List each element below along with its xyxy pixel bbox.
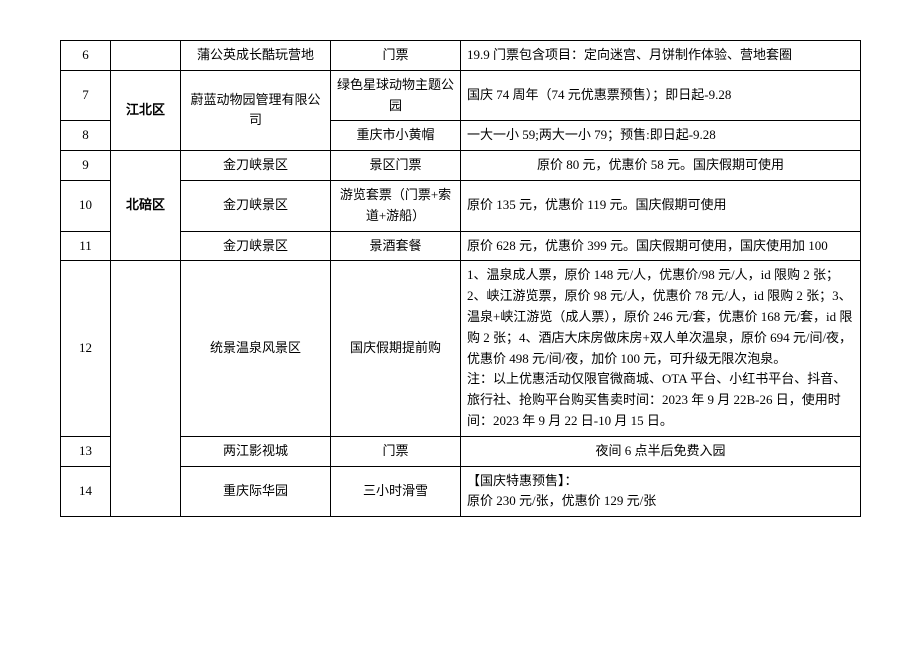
table-row: 6 蒲公英成长酷玩营地门票19.9 门票包含项目：定向迷宫、月饼制作体验、营地套圈	[61, 41, 861, 71]
detail-cell: 夜间 6 点半后免费入园	[461, 436, 861, 466]
pricing-table: 6蒲公英成长酷玩营地门票19.9 门票包含项目：定向迷宫、月饼制作体验、营地套圈…	[60, 40, 861, 517]
district-cell: 江北区	[111, 70, 181, 150]
table-row: 10 金刀峡景区游览套票（门票+索道+游船）原价 135 元，优惠价 119 元。…	[61, 180, 861, 231]
company-cell: 金刀峡景区	[181, 151, 331, 181]
detail-cell: 19.9 门票包含项目：定向迷宫、月饼制作体验、营地套圈	[461, 41, 861, 71]
table-row: 12 统景温泉风景区国庆假期提前购1、温泉成人票，原价 148 元/人，优惠价/9…	[61, 261, 861, 436]
detail-cell: 【国庆特惠预售】： 原价 230 元/张，优惠价 129 元/张	[461, 466, 861, 517]
product-cell: 门票	[331, 41, 461, 71]
detail-cell: 原价 80 元，优惠价 58 元。国庆假期可使用	[461, 151, 861, 181]
district-cell	[111, 41, 181, 71]
product-cell: 绿色星球动物主题公园	[331, 70, 461, 121]
product-cell: 门票	[331, 436, 461, 466]
row-no: 6	[61, 41, 111, 71]
row-no: 12	[61, 261, 111, 436]
detail-cell: 1、温泉成人票，原价 148 元/人，优惠价/98 元/人，id 限购 2 张；…	[461, 261, 861, 436]
row-no: 8	[61, 121, 111, 151]
product-cell: 景区门票	[331, 151, 461, 181]
product-cell: 三小时滑雪	[331, 466, 461, 517]
table-row: 9北碚区金刀峡景区景区门票原价 80 元，优惠价 58 元。国庆假期可使用	[61, 151, 861, 181]
company-cell: 统景温泉风景区	[181, 261, 331, 436]
detail-cell: 国庆 74 周年（74 元优惠票预售）；即日起-9.28	[461, 70, 861, 121]
company-cell: 重庆际华园	[181, 466, 331, 517]
table-row: 11 金刀峡景区景酒套餐原价 628 元，优惠价 399 元。国庆假期可使用，国庆…	[61, 231, 861, 261]
detail-cell: 原价 135 元，优惠价 119 元。国庆假期可使用	[461, 180, 861, 231]
table-row: 14 重庆际华园三小时滑雪【国庆特惠预售】： 原价 230 元/张，优惠价 129…	[61, 466, 861, 517]
table-row: 7江北区蔚蓝动物园管理有限公司绿色星球动物主题公园国庆 74 周年（74 元优惠…	[61, 70, 861, 121]
row-no: 14	[61, 466, 111, 517]
company-cell: 蔚蓝动物园管理有限公司	[181, 70, 331, 150]
product-cell: 游览套票（门票+索道+游船）	[331, 180, 461, 231]
product-cell: 景酒套餐	[331, 231, 461, 261]
product-cell: 国庆假期提前购	[331, 261, 461, 436]
row-no: 7	[61, 70, 111, 121]
detail-cell: 一大一小 59;两大一小 79；预售:即日起-9.28	[461, 121, 861, 151]
row-no: 13	[61, 436, 111, 466]
company-cell: 蒲公英成长酷玩营地	[181, 41, 331, 71]
row-no: 9	[61, 151, 111, 181]
detail-cell: 原价 628 元，优惠价 399 元。国庆假期可使用，国庆使用加 100	[461, 231, 861, 261]
district-cell: 北碚区	[111, 151, 181, 261]
row-no: 11	[61, 231, 111, 261]
table-row: 13 两江影视城门票夜间 6 点半后免费入园	[61, 436, 861, 466]
company-cell: 两江影视城	[181, 436, 331, 466]
company-cell: 金刀峡景区	[181, 231, 331, 261]
district-cell	[111, 261, 181, 517]
product-cell: 重庆市小黄帽	[331, 121, 461, 151]
company-cell: 金刀峡景区	[181, 180, 331, 231]
row-no: 10	[61, 180, 111, 231]
